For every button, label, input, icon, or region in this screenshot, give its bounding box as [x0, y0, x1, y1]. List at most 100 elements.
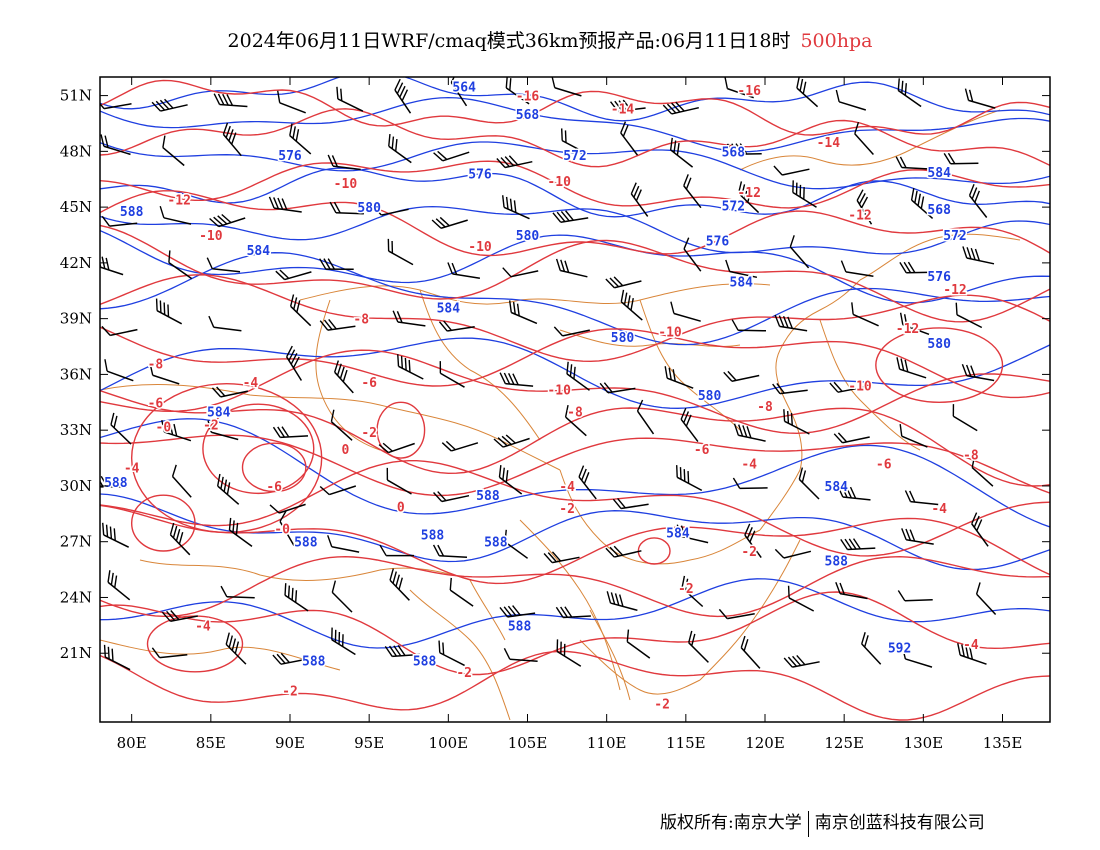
wind-barb [904, 490, 939, 506]
height-label: 568 [927, 203, 951, 218]
lon-label: 80E [117, 734, 147, 752]
wind-barb [225, 632, 247, 665]
temperature-contour [100, 326, 1050, 399]
latitude-axis: 51N 48N 45N 42N 39N 36N 33N 30N 27N 24N 21N [60, 87, 1050, 662]
wind-barb [605, 545, 642, 558]
wind-barb [798, 467, 820, 500]
wind-barb [733, 423, 766, 442]
wind-barb [319, 258, 354, 270]
wind-barb [662, 101, 699, 115]
height-label: 580 [357, 201, 381, 216]
wind-barb [161, 610, 198, 623]
wind-barb [606, 591, 638, 612]
temperature-label: -10 [334, 177, 358, 192]
wind-barb [680, 407, 699, 443]
map-frame [99, 76, 1051, 723]
wind-barb [162, 135, 185, 167]
title-main: 2024年06月11日WRF/cmaq模式36km预报产品:06月11日18时 [227, 30, 791, 52]
wind-barb [431, 216, 468, 229]
wind-barb [829, 381, 866, 393]
wind-barb [676, 524, 709, 544]
wind-barb [835, 582, 868, 600]
lat-label: 42N [60, 254, 92, 272]
longitude-axis: 80E 85E 90E 95E 100E 105E 110E 115E 120E 125E 130E… [117, 77, 1022, 752]
temperature-label: -12 [737, 186, 760, 201]
temperature-label: -2 [741, 545, 757, 560]
wind-barb [388, 134, 412, 164]
wind-barb [688, 630, 709, 663]
temperature-contour [100, 591, 1050, 676]
lon-label: 110E [587, 734, 627, 752]
wind-barb [556, 639, 582, 667]
wind-barb [783, 409, 810, 435]
height-label: 580 [611, 331, 635, 346]
height-label: 576 [278, 149, 302, 164]
temperature-label: -10 [547, 383, 571, 398]
temperature-label: -6 [361, 376, 377, 391]
temperature-label: -2 [678, 582, 694, 597]
wind-barb [501, 195, 530, 220]
wind-barb [100, 98, 132, 110]
height-label: 568 [722, 145, 746, 160]
temperature-label: -6 [694, 443, 710, 458]
wind-barb [840, 260, 874, 278]
wind-barb [774, 548, 812, 559]
wind-barb [498, 465, 523, 495]
temperature-label: -10 [547, 175, 571, 190]
wind-barb [833, 432, 870, 444]
wind-barb [578, 465, 597, 500]
wind-barb [723, 370, 760, 383]
wind-barb [837, 485, 871, 501]
wind-barb [895, 156, 930, 170]
wind-barb [336, 86, 364, 112]
height-contour [100, 96, 1050, 153]
height-label: 592 [888, 642, 911, 657]
height-contour [100, 578, 1050, 649]
temperature-cell [130, 383, 323, 534]
wind-barb [269, 503, 306, 514]
wind-barb [330, 409, 353, 441]
temperature-label: -12 [943, 283, 966, 298]
temperature-cell [130, 494, 196, 552]
temperature-label: -8 [148, 357, 164, 372]
wind-barb [971, 512, 989, 547]
lat-label: 27N [60, 533, 92, 551]
height-label: 584 [247, 244, 271, 259]
wind-barb [664, 366, 694, 389]
wind-barb [910, 188, 934, 219]
wind-barb [159, 206, 192, 225]
height-label: 588 [413, 655, 437, 670]
wind-barb [605, 276, 642, 289]
height-label: 580 [698, 389, 722, 404]
wind-barb [334, 360, 354, 394]
temperature-label: -8 [567, 406, 583, 421]
height-contour [100, 229, 1050, 304]
wind-barb [496, 155, 533, 169]
wind-barb [499, 605, 536, 618]
wind-barb [149, 363, 180, 385]
temperature-contour [100, 274, 1050, 363]
height-label: 580 [516, 229, 540, 244]
temperature-contour [100, 108, 1050, 168]
wind-barb [104, 359, 134, 382]
temperature-label: -10 [658, 326, 682, 341]
wind-barb [731, 319, 767, 332]
height-label: 584 [825, 480, 849, 495]
temperature-label: -2 [559, 502, 575, 517]
temperature-label: -12 [896, 322, 919, 337]
wind-barb [209, 213, 246, 228]
lat-label: 51N [60, 87, 92, 105]
wind-barb [901, 528, 934, 545]
contour-labels: 564 568 576 576 572 568 584 588 580 580 572 568 576 5… [103, 79, 981, 714]
wind-barb [796, 77, 819, 108]
temperature-label: -4 [243, 376, 259, 391]
wind-barb [952, 404, 978, 432]
wind-barb [566, 361, 590, 391]
temperature-label: -16 [516, 90, 540, 105]
temperature-label: -0 [156, 420, 172, 435]
wind-barb [854, 121, 874, 156]
wind-barb [286, 345, 303, 381]
wind-barb [609, 99, 646, 113]
wind-barb [228, 517, 253, 548]
wind-barb [275, 269, 312, 281]
